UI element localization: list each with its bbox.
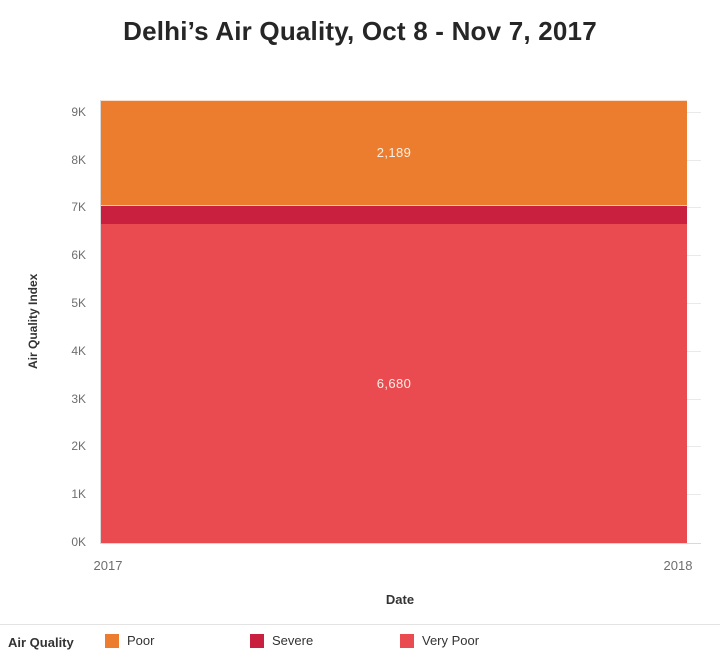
- x-axis-title: Date: [385, 592, 415, 607]
- legend-item-label: Very Poor: [422, 633, 480, 648]
- y-tick-labels: 0K 1K 2K 3K 4K 5K 6K 7K 8K 9K: [46, 100, 90, 549]
- y-tick-label: 9K: [71, 104, 86, 119]
- y-tick-label: 3K: [71, 391, 86, 406]
- y-tick-label: 8K: [71, 152, 86, 167]
- area-segment-poor[interactable]: [101, 100, 687, 205]
- data-label-poor: 2,189: [376, 145, 412, 161]
- legend-swatch: [400, 633, 414, 648]
- legend-swatch: [105, 633, 119, 648]
- plot-area: 6,680 2,189: [100, 100, 701, 544]
- legend-item-label: Poor: [127, 633, 155, 648]
- y-axis-title: Air Quality Index: [26, 273, 40, 370]
- legend-item-very-poor[interactable]: Very Poor: [400, 633, 479, 648]
- y-tick-label: 7K: [71, 200, 86, 215]
- legend-item-label: Severe: [272, 633, 314, 648]
- x-tick-2017: 2017: [93, 558, 123, 573]
- x-tick-2018: 2018: [663, 558, 693, 573]
- y-tick-label: 6K: [71, 248, 86, 263]
- legend-title: Air Quality: [8, 635, 74, 650]
- legend-item-severe[interactable]: Severe: [250, 633, 313, 648]
- y-tick-label: 2K: [71, 439, 86, 454]
- chart: Air Quality Index 0K 1K 2K 3K 4K 5K 6K 7K 8K 9K 6…: [26, 100, 701, 607]
- y-tick-label: 5K: [71, 296, 86, 311]
- area-segment-very-poor[interactable]: [101, 223, 687, 543]
- y-tick-label: 4K: [71, 343, 86, 358]
- data-label-very-poor: 6,680: [376, 376, 412, 392]
- legend: Air Quality Poor Severe Very Poor: [0, 624, 720, 667]
- area-stack: 6,680 2,189: [101, 100, 687, 543]
- area-segment-severe[interactable]: [101, 204, 687, 224]
- chart-title: Delhi’s Air Quality, Oct 8 - Nov 7, 2017: [123, 16, 597, 46]
- y-tick-label: 0K: [71, 535, 86, 549]
- legend-swatch: [250, 633, 264, 648]
- y-tick-label: 1K: [71, 487, 86, 502]
- legend-item-poor[interactable]: Poor: [105, 633, 154, 648]
